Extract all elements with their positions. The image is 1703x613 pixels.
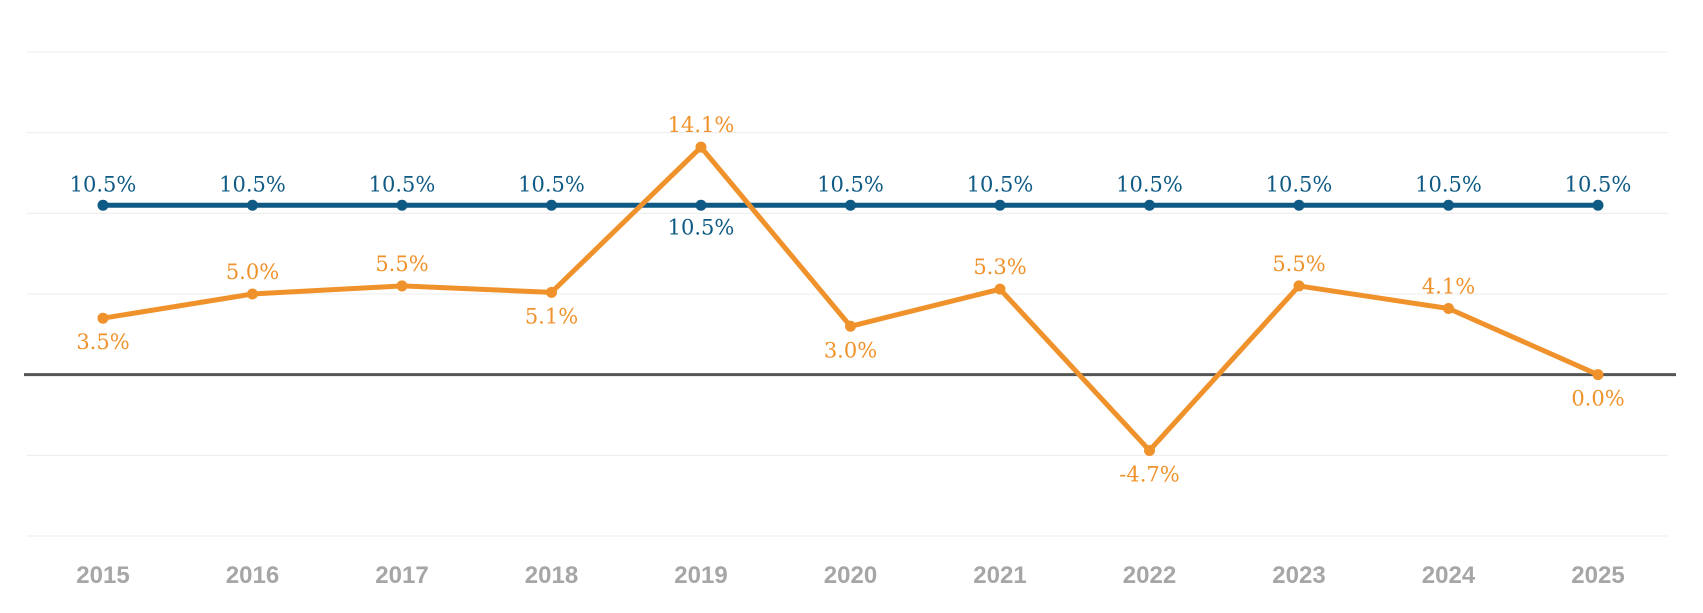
- data-point: [97, 312, 109, 324]
- x-tick-label: 2025: [1571, 562, 1624, 589]
- data-point: [1592, 369, 1604, 381]
- data-point: [1293, 280, 1305, 292]
- x-tick-label: 2021: [973, 562, 1026, 589]
- x-tick-label: 2017: [375, 562, 428, 589]
- data-label: 10.5%: [817, 172, 884, 196]
- data-point: [1592, 199, 1604, 211]
- data-labels: 10.5% 10.5% 10.5% 10.5% 10.5% 10.5% 10.5% 10.5%…: [70, 113, 1632, 486]
- data-label: 3.0%: [824, 338, 877, 362]
- data-point: [845, 199, 856, 211]
- data-label: 14.1%: [668, 113, 735, 137]
- data-label: 5.5%: [375, 252, 428, 276]
- x-tick-label: 2019: [674, 562, 727, 589]
- data-label: 10.5%: [518, 172, 585, 196]
- data-label: 5.1%: [525, 304, 578, 328]
- data-label: 10.5%: [219, 172, 286, 196]
- data-point: [1144, 199, 1155, 211]
- data-point: [247, 288, 258, 300]
- x-tick-label: 2024: [1422, 562, 1476, 589]
- data-point: [695, 199, 707, 211]
- data-label: 10.5%: [967, 172, 1034, 196]
- data-point: [97, 199, 109, 211]
- series-group: [97, 141, 1604, 456]
- data-point: [845, 320, 856, 332]
- series-1: [97, 199, 1604, 211]
- x-tick-label: 2023: [1272, 562, 1325, 589]
- data-label: 10.5%: [1415, 172, 1482, 196]
- data-point: [396, 199, 408, 211]
- data-point: [994, 283, 1006, 295]
- data-label: 10.5%: [668, 215, 735, 239]
- data-label: 10.5%: [1565, 172, 1632, 196]
- data-label: -4.7%: [1119, 462, 1179, 486]
- data-label: 10.5%: [1266, 172, 1333, 196]
- x-tick-label: 2018: [525, 562, 578, 589]
- gridlines: [27, 51, 1668, 537]
- data-label: 5.3%: [973, 255, 1026, 279]
- data-point: [1443, 303, 1454, 315]
- x-axis: 2015 2016 2017 2018 2019 2020 2021 2022 2023 2024…: [76, 562, 1624, 589]
- data-point: [1144, 444, 1155, 456]
- data-label: 10.5%: [70, 172, 137, 196]
- data-point: [247, 199, 258, 211]
- x-tick-label: 2022: [1123, 562, 1176, 589]
- data-label: 0.0%: [1571, 387, 1624, 411]
- data-label: 4.1%: [1422, 275, 1475, 299]
- data-point: [546, 286, 557, 298]
- data-label: 10.5%: [1116, 172, 1183, 196]
- x-tick-label: 2016: [226, 562, 279, 589]
- data-point: [1293, 199, 1305, 211]
- x-tick-label: 2020: [824, 562, 877, 589]
- data-label: 5.0%: [226, 260, 279, 284]
- data-point: [994, 199, 1006, 211]
- data-point: [396, 280, 408, 292]
- data-label: 5.5%: [1272, 252, 1325, 276]
- data-label: 3.5%: [76, 330, 129, 354]
- data-point: [695, 141, 707, 153]
- data-point: [1443, 199, 1454, 211]
- x-tick-label: 2015: [76, 562, 129, 589]
- data-point: [546, 199, 557, 211]
- data-label: 10.5%: [369, 172, 436, 196]
- series-2: [97, 141, 1604, 456]
